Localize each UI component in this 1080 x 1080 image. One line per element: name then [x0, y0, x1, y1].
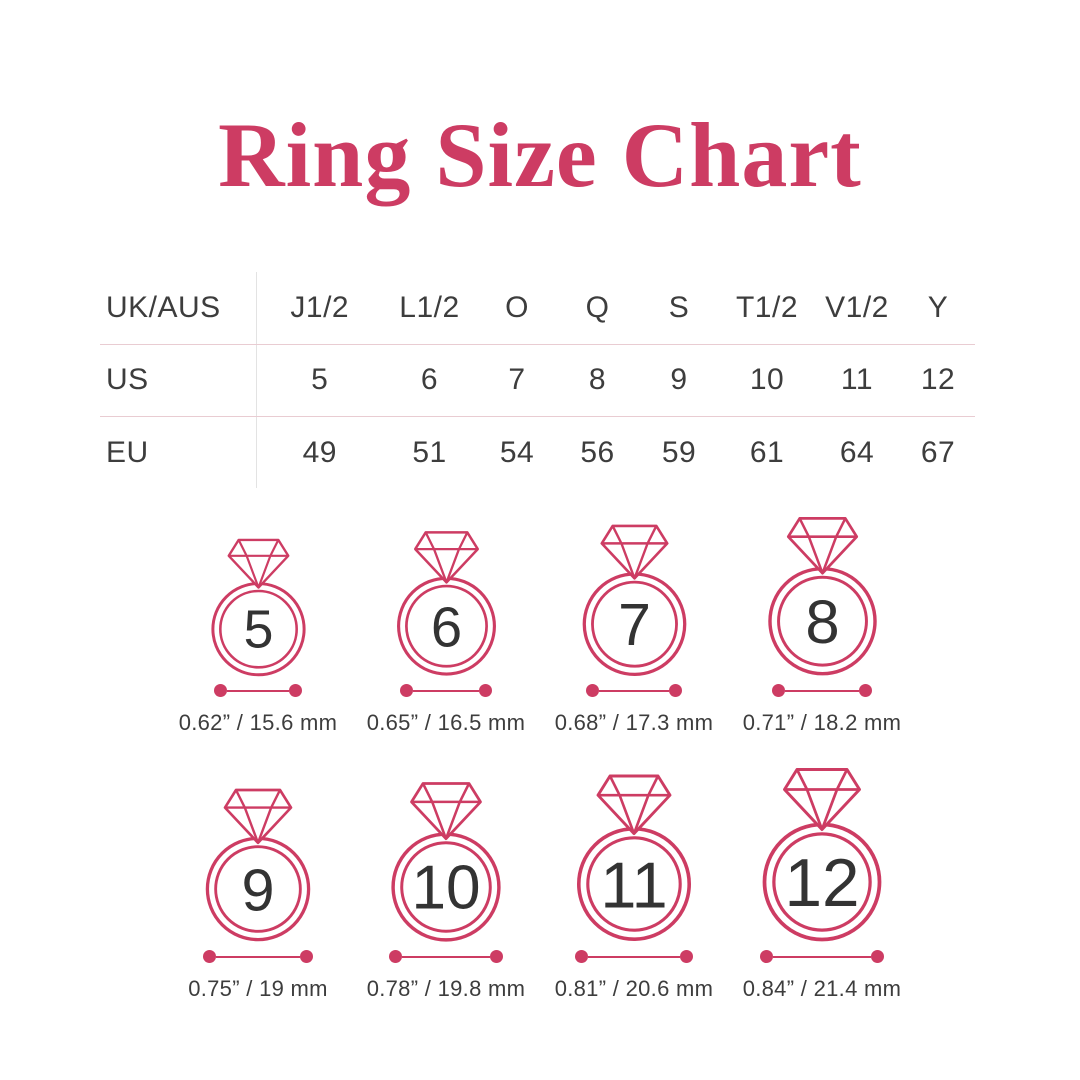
- cell-eu-1: 49: [302, 435, 337, 469]
- diameter-label: 0.71” / 18.2 mm: [742, 710, 902, 736]
- cell-eu-6: 61: [749, 435, 785, 469]
- diameter-label: 0.78” / 19.8 mm: [366, 976, 526, 1002]
- measure-dot-right: [669, 684, 682, 698]
- ring-size-number: 12: [784, 846, 859, 921]
- diameter-label: 0.62” / 15.6 mm: [178, 710, 338, 736]
- ring-size-number: 7: [618, 592, 651, 657]
- measure-dot-left: [400, 684, 413, 698]
- measure-line: [599, 689, 669, 692]
- measure-dot-right: [479, 684, 492, 698]
- ring-card: 11 0.81” / 20.6 mm: [540, 756, 728, 1002]
- ring-gallery-row-2: 9 0.75” / 19 mm 10 0.78” / 19.8 mm: [0, 756, 1080, 1002]
- measure-dot-right: [680, 950, 693, 964]
- diamond-ring-icon: 6: [396, 531, 496, 676]
- cell-eu-2: 51: [412, 435, 447, 469]
- cell-us-2: 6: [383, 344, 476, 417]
- cell-eu-4: 56: [580, 435, 615, 469]
- measure-dot-left: [389, 950, 402, 964]
- cell-eu-8: 67: [920, 435, 956, 469]
- diameter-label: 0.75” / 19 mm: [188, 976, 328, 1002]
- cell-us-4: 8: [558, 344, 637, 417]
- ring-card: 5 0.62” / 15.6 mm: [164, 506, 352, 736]
- measure-dot-right: [871, 950, 884, 964]
- row-label-us: US: [100, 344, 257, 417]
- table-row-us: US 5 6 7 8 9 10 11 12: [100, 344, 975, 417]
- ring-size-number: 8: [805, 588, 839, 657]
- ring-size-number: 10: [411, 854, 480, 923]
- diameter-measure-line: [772, 684, 872, 698]
- diameter-measure-line: [586, 684, 682, 698]
- diamond-ring-icon: 9: [205, 789, 311, 942]
- cell-ukaus-4: Q: [558, 272, 637, 345]
- cell-ukaus-2: L1/2: [383, 272, 476, 345]
- ring-gallery-row-1: 5 0.62” / 15.6 mm 6 0.65” / 16.5 mm: [0, 506, 1080, 736]
- measure-line: [413, 689, 479, 692]
- measure-line: [227, 689, 289, 692]
- cell-us-6: 10: [721, 344, 813, 417]
- ring-card: 10 0.78” / 19.8 mm: [352, 756, 540, 1002]
- diameter-label: 0.65” / 16.5 mm: [366, 710, 526, 736]
- diameter-measure-line: [214, 684, 302, 698]
- cell-ukaus-7: V1/2: [813, 272, 901, 345]
- measure-dot-right: [859, 684, 872, 698]
- diamond-ring-icon: 12: [762, 767, 882, 942]
- diameter-label: 0.68” / 17.3 mm: [554, 710, 714, 736]
- diameter-measure-line: [400, 684, 492, 698]
- diamond-ring-icon: 10: [391, 782, 501, 942]
- diameter-label: 0.84” / 21.4 mm: [742, 976, 902, 1002]
- measure-dot-left: [203, 950, 216, 964]
- ring-card: 7 0.68” / 17.3 mm: [540, 506, 728, 736]
- measure-dot-left: [214, 684, 227, 698]
- cell-us-5: 9: [637, 344, 721, 417]
- table-row-eu: EU 49 51 54 56 59 61 64 67: [100, 416, 975, 489]
- diamond-ring-icon: 7: [582, 524, 686, 676]
- measure-dot-left: [772, 684, 785, 698]
- measure-dot-left: [586, 684, 599, 698]
- measure-line: [216, 955, 300, 958]
- cell-us-3: 7: [476, 344, 558, 417]
- page-title: Ring Size Chart: [218, 104, 862, 206]
- diameter-measure-line: [389, 950, 503, 964]
- cell-ukaus-8: Y: [901, 272, 975, 345]
- measure-dot-right: [289, 684, 302, 698]
- ring-size-number: 5: [243, 600, 273, 659]
- ring-card: 9 0.75” / 19 mm: [164, 756, 352, 1002]
- row-label-eu: EU: [100, 416, 257, 489]
- ring-card: 8 0.71” / 18.2 mm: [728, 506, 916, 736]
- diameter-label: 0.81” / 20.6 mm: [554, 976, 714, 1002]
- cell-us-8: 12: [901, 344, 975, 417]
- diameter-measure-line: [760, 950, 884, 964]
- cell-eu-7: 64: [839, 435, 875, 469]
- measure-dot-left: [760, 950, 773, 964]
- cell-ukaus-3: O: [476, 272, 558, 345]
- ring-size-number: 6: [430, 596, 461, 659]
- cell-ukaus-6: T1/2: [721, 272, 813, 345]
- measure-line: [402, 955, 490, 958]
- ring-size-number: 11: [600, 849, 667, 922]
- measure-dot-left: [575, 950, 588, 964]
- measure-line: [588, 955, 680, 958]
- diamond-ring-icon: 5: [210, 538, 306, 676]
- size-conversion-table: UK/AUS J1/2 L1/2 O Q S T1/2 V1/2 Y US 5 …: [100, 272, 975, 489]
- table-row-uk-aus: UK/AUS J1/2 L1/2 O Q S T1/2 V1/2 Y: [100, 272, 975, 345]
- measure-line: [785, 689, 859, 692]
- measure-line: [773, 955, 871, 958]
- cell-eu-5: 59: [661, 435, 697, 469]
- ring-card: 6 0.65” / 16.5 mm: [352, 506, 540, 736]
- cell-us-1: 5: [256, 344, 383, 417]
- ring-card: 12 0.84” / 21.4 mm: [728, 756, 916, 1002]
- measure-dot-right: [490, 950, 503, 964]
- cell-ukaus-1: J1/2: [256, 272, 383, 345]
- measure-dot-right: [300, 950, 313, 964]
- cell-us-7: 11: [813, 344, 901, 417]
- cell-ukaus-5: S: [637, 272, 721, 345]
- cell-eu-3: 54: [499, 435, 535, 469]
- row-label-uk-aus: UK/AUS: [100, 272, 257, 345]
- ring-size-number: 9: [241, 857, 274, 924]
- diameter-measure-line: [575, 950, 693, 964]
- diamond-ring-icon: 8: [767, 517, 877, 676]
- diamond-ring-icon: 11: [577, 774, 691, 942]
- diameter-measure-line: [203, 950, 313, 964]
